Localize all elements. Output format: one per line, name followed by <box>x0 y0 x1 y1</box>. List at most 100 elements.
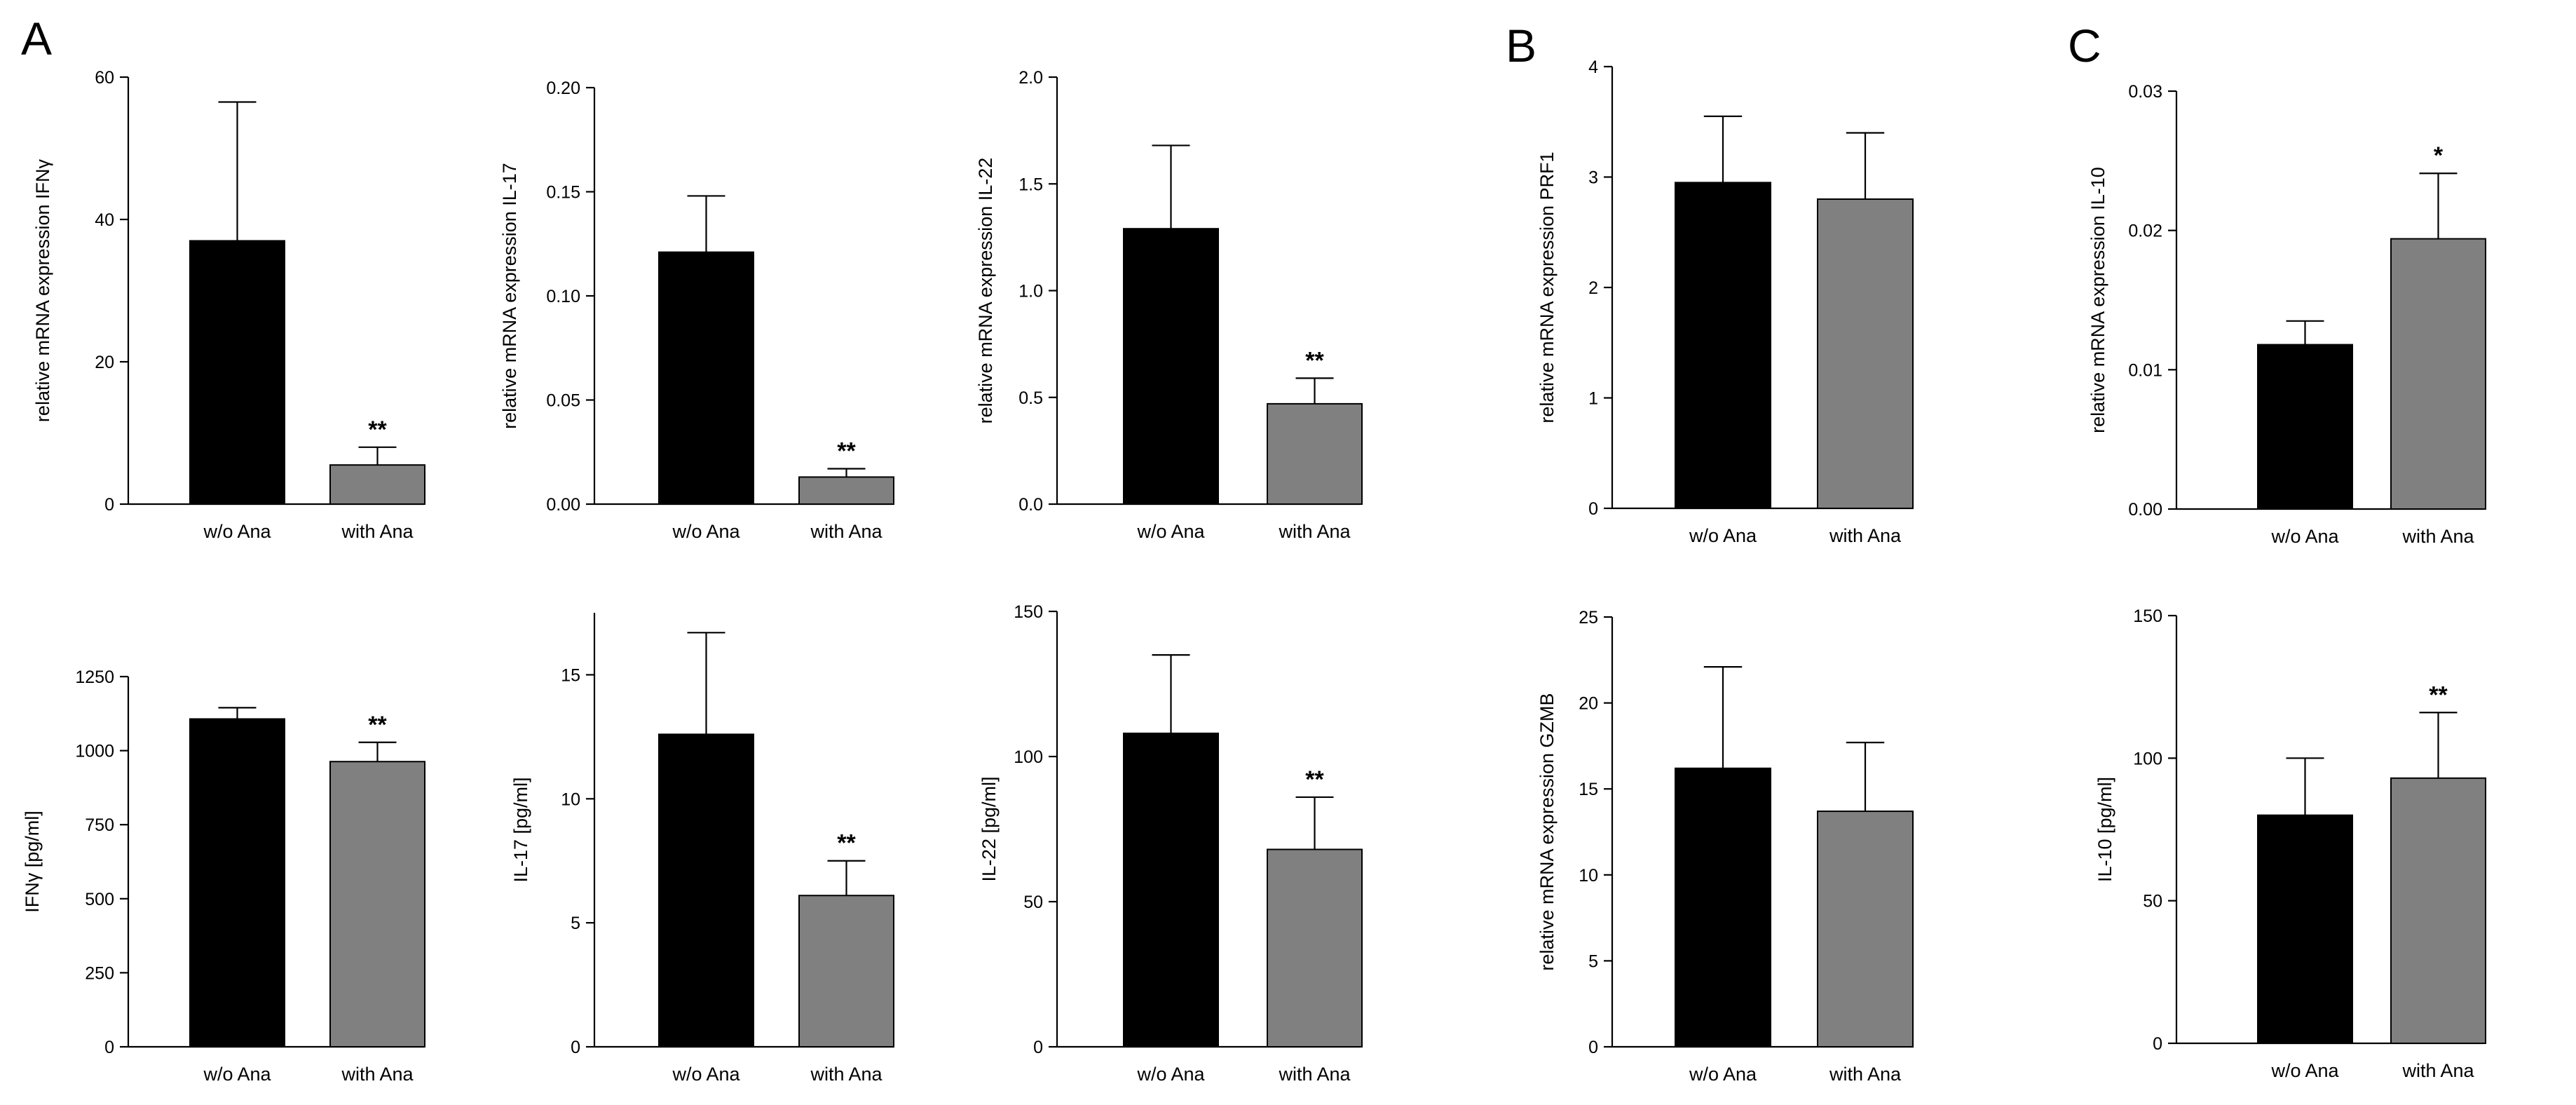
y-tick-label: 15 <box>1579 780 1598 799</box>
category-label: w/o Ana <box>672 521 740 542</box>
y-tick-label: 0.20 <box>546 79 580 98</box>
y-tick-label: 0.00 <box>546 495 580 515</box>
category-label: with Ana <box>1829 525 1902 546</box>
y-tick-label: 150 <box>2133 606 2162 626</box>
bar-2 <box>798 895 894 1048</box>
bar-2 <box>1267 848 1363 1048</box>
y-tick-label: 5 <box>571 914 580 933</box>
y-tick-label: 1000 <box>75 742 114 761</box>
y-tick-label: 0.01 <box>2128 360 2162 380</box>
y-tick-label: 750 <box>85 815 114 835</box>
bar-2 <box>1817 198 1914 509</box>
chart-7: 0 5 10 15 IL-17 [pg/ml] w/o Ana with Ana ** <box>510 613 894 1085</box>
panel-letter-b: B <box>1506 20 1536 72</box>
chart-5: 0.00 0.01 0.02 0.03 relative mRNA expression… <box>2087 82 2486 547</box>
y-tick-label: 0 <box>104 495 114 515</box>
y-axis-label: relative mRNA expression PRF1 <box>1536 151 1558 423</box>
y-tick-label: 0 <box>571 1038 580 1057</box>
y-tick-label: 0 <box>1588 1038 1598 1057</box>
y-tick-label: 15 <box>561 665 580 685</box>
chart-2: 0.00 0.05 0.10 0.15 0.20 relative mRNA expres… <box>499 79 894 542</box>
y-tick-label: 1 <box>1588 389 1598 409</box>
y-tick-label: 500 <box>85 890 114 909</box>
y-tick-label: 100 <box>2133 749 2162 768</box>
category-label: with Ana <box>2401 1060 2474 1081</box>
y-axis-label: IL-22 [pg/ml] <box>979 776 1000 881</box>
chart-3: 0.0 0.5 1.0 1.5 2.0 relative mRNA expression … <box>975 68 1363 542</box>
category-label: with Ana <box>341 1064 414 1085</box>
chart-10: 0 50 100 150 IL-10 [pg/ml] w/o Ana with Ana ** <box>2094 606 2486 1081</box>
significance-mark: ** <box>368 712 387 738</box>
y-tick-label: 100 <box>1014 747 1043 767</box>
y-tick-label: 0.03 <box>2128 82 2162 102</box>
bar-1 <box>1675 182 1771 509</box>
y-tick-label: 0 <box>1588 499 1598 519</box>
y-tick-label: 0.05 <box>546 391 580 411</box>
bar-1 <box>189 240 285 505</box>
y-tick-label: 0.10 <box>546 287 580 306</box>
significance-mark: ** <box>837 438 856 465</box>
category-label: with Ana <box>2401 526 2474 547</box>
bar-2 <box>1817 811 1914 1048</box>
chart-1: 0 20 40 60 relative mRNA expression IFNγ w/o … <box>32 68 425 542</box>
y-tick-label: 4 <box>1588 57 1598 77</box>
category-label: with Ana <box>1278 521 1351 542</box>
y-axis-label: relative mRNA expression GZMB <box>1536 693 1558 970</box>
y-tick-label: 1.5 <box>1018 175 1043 194</box>
y-tick-label: 5 <box>1588 951 1598 971</box>
y-tick-label: 1250 <box>75 667 114 687</box>
y-tick-label: 0 <box>2153 1034 2162 1054</box>
y-axis-label: IL-17 [pg/ml] <box>510 777 531 882</box>
category-label: with Ana <box>341 521 414 542</box>
panel-letter-a: A <box>21 13 52 65</box>
y-tick-label: 0.02 <box>2128 222 2162 241</box>
category-label: with Ana <box>1829 1064 1902 1085</box>
category-label: with Ana <box>810 521 882 542</box>
bar-1 <box>2257 344 2353 510</box>
category-label: w/o Ana <box>1136 521 1205 542</box>
significance-mark: ** <box>2429 682 2448 708</box>
category-label: w/o Ana <box>1689 1064 1757 1085</box>
category-label: w/o Ana <box>2270 1060 2339 1081</box>
y-axis-label: IL-10 [pg/ml] <box>2094 777 2115 882</box>
y-tick-label: 50 <box>2143 892 2162 911</box>
y-tick-label: 20 <box>95 353 114 372</box>
category-label: w/o Ana <box>1136 1064 1205 1085</box>
y-tick-label: 2 <box>1588 278 1598 298</box>
chart-6: 0 250 500 750 1000 1250 IFNγ [pg/ml] w/o Ana wit… <box>22 667 425 1085</box>
bar-2 <box>329 464 425 505</box>
bar-1 <box>1675 767 1771 1048</box>
y-tick-label: 60 <box>95 68 114 88</box>
bar-1 <box>2257 814 2353 1044</box>
bar-2 <box>798 476 894 506</box>
significance-mark: ** <box>1305 347 1324 374</box>
y-tick-label: 0.5 <box>1018 388 1043 408</box>
y-tick-label: 1.0 <box>1018 282 1043 301</box>
y-tick-label: 2.0 <box>1018 68 1043 88</box>
y-tick-label: 0.15 <box>546 183 580 203</box>
significance-mark: ** <box>1305 766 1324 793</box>
y-tick-label: 0 <box>104 1038 114 1057</box>
category-label: with Ana <box>1278 1064 1351 1085</box>
y-tick-label: 25 <box>1579 608 1598 628</box>
y-tick-label: 0.00 <box>2128 500 2162 520</box>
category-label: w/o Ana <box>203 521 271 542</box>
category-label: w/o Ana <box>2270 526 2339 547</box>
y-tick-label: 10 <box>1579 866 1598 886</box>
significance-mark: ** <box>368 416 387 443</box>
bar-1 <box>658 251 754 505</box>
chart-9: 0 5 10 15 20 25 relative mRNA expression GZMB w… <box>1536 608 1914 1085</box>
category-label: w/o Ana <box>1689 525 1757 546</box>
bar-2 <box>2390 777 2486 1045</box>
category-label: w/o Ana <box>672 1064 740 1085</box>
panel-letter-c: C <box>2068 20 2101 72</box>
bar-2 <box>1267 402 1363 506</box>
category-label: w/o Ana <box>203 1064 271 1085</box>
y-tick-label: 150 <box>1014 602 1043 622</box>
bar-1 <box>1123 732 1219 1048</box>
y-tick-label: 20 <box>1579 694 1598 714</box>
significance-mark: ** <box>837 830 856 857</box>
chart-8: 0 50 100 150 IL-22 [pg/ml] w/o Ana with Ana ** <box>979 602 1363 1085</box>
